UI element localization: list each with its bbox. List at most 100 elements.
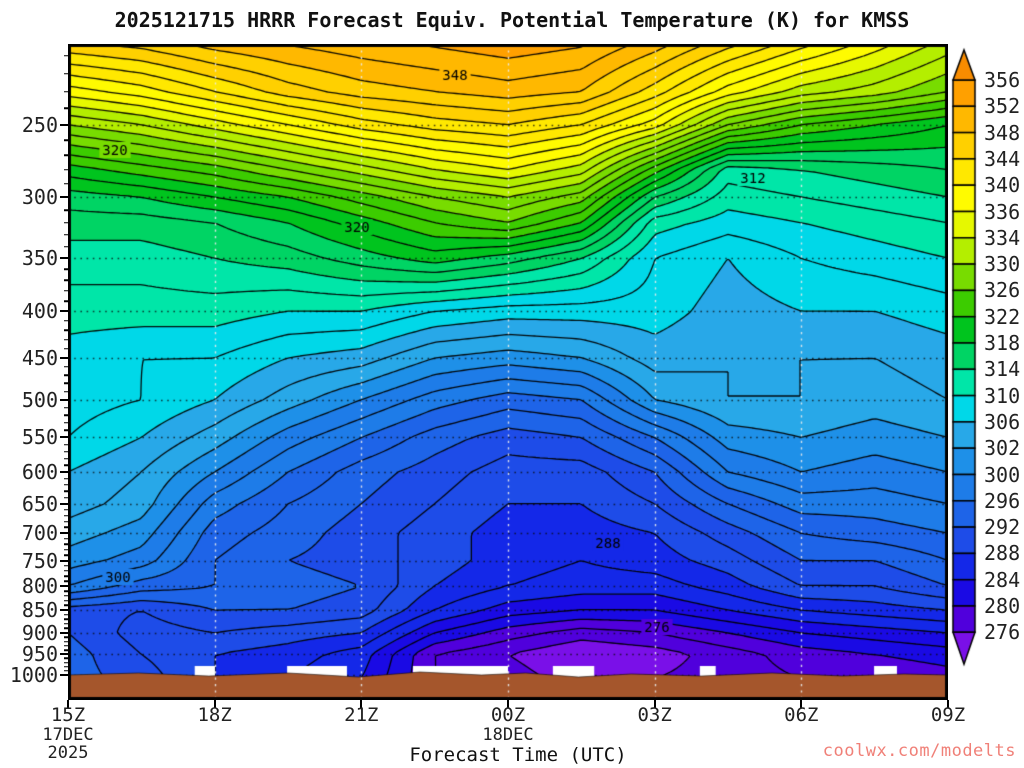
x-tick-label: 21Z bbox=[344, 704, 379, 726]
y-tick-mark bbox=[60, 631, 68, 634]
x-tick-sublabel: 17DEC bbox=[42, 725, 94, 745]
y-tick-mark bbox=[60, 356, 68, 359]
y-minor-tick bbox=[64, 422, 68, 424]
y-tick-label: 950 bbox=[21, 642, 58, 667]
colorbar-tick-label: 310 bbox=[984, 383, 1021, 408]
y-minor-tick bbox=[64, 365, 68, 368]
colorbar-tick-label: 288 bbox=[984, 541, 1021, 566]
y-tick-mark bbox=[60, 585, 68, 588]
y-minor-tick bbox=[64, 339, 68, 341]
y-tick-mark bbox=[60, 257, 68, 260]
x-tick-mark bbox=[653, 700, 656, 708]
y-minor-tick bbox=[64, 90, 68, 93]
y-tick-label: 400 bbox=[21, 299, 58, 324]
y-minor-tick bbox=[64, 554, 68, 556]
colorbar-tick-label: 326 bbox=[984, 278, 1021, 303]
colorbar-tick-label: 344 bbox=[984, 146, 1021, 171]
y-tick-label: 450 bbox=[21, 345, 58, 370]
y-minor-tick bbox=[64, 490, 68, 493]
x-tick-label: 09Z bbox=[930, 704, 966, 726]
y-tick-label: 700 bbox=[21, 521, 58, 546]
x-tick-sublabel: 18DEC bbox=[482, 725, 534, 745]
y-tick-mark bbox=[60, 559, 68, 562]
y-minor-tick bbox=[64, 450, 68, 453]
y-minor-tick bbox=[64, 443, 68, 446]
y-minor-tick bbox=[64, 604, 68, 607]
x-tick-mark bbox=[507, 700, 509, 708]
y-minor-tick bbox=[64, 320, 68, 322]
y-minor-tick bbox=[64, 390, 68, 393]
y-minor-tick bbox=[64, 382, 68, 385]
colorbar-tick-label: 334 bbox=[984, 225, 1021, 250]
colorbar-tick-label: 330 bbox=[984, 252, 1021, 277]
y-tick-label: 800 bbox=[21, 574, 58, 599]
y-minor-tick bbox=[64, 590, 68, 592]
y-minor-tick bbox=[64, 268, 68, 271]
y-tick-mark bbox=[60, 196, 68, 198]
y-minor-tick bbox=[64, 595, 68, 597]
y-minor-tick bbox=[64, 509, 68, 511]
y-tick-mark bbox=[60, 310, 68, 313]
y-tick-mark bbox=[60, 653, 68, 656]
y-minor-tick bbox=[64, 549, 68, 551]
colorbar-tick-label: 318 bbox=[984, 331, 1021, 355]
y-minor-tick bbox=[64, 496, 68, 499]
y-minor-tick bbox=[64, 209, 68, 211]
y-minor-tick bbox=[64, 406, 68, 409]
y-minor-tick bbox=[64, 329, 68, 332]
y-minor-tick bbox=[64, 580, 68, 582]
y-minor-tick bbox=[64, 54, 68, 57]
watermark-link[interactable]: coolwx.com/modelts bbox=[822, 741, 1016, 761]
x-tick-label: 18Z bbox=[197, 704, 232, 726]
y-minor-tick bbox=[64, 520, 68, 523]
x-tick-label: 15Z 17DEC 2025 bbox=[23, 704, 113, 762]
y-minor-tick bbox=[64, 627, 68, 630]
y-tick-mark bbox=[60, 123, 68, 126]
y-minor-tick bbox=[64, 575, 68, 577]
y-tick-mark bbox=[60, 502, 68, 505]
y-minor-tick bbox=[64, 640, 68, 643]
colorbar-tick-label: 284 bbox=[984, 567, 1021, 592]
y-tick-mark bbox=[60, 470, 68, 473]
colorbar-tick-label: 300 bbox=[984, 462, 1021, 487]
y-minor-tick bbox=[64, 570, 68, 572]
y-minor-tick bbox=[64, 526, 68, 529]
colorbar-tick-label: 352 bbox=[984, 94, 1021, 119]
y-tick-label: 600 bbox=[21, 459, 58, 484]
y-tick-label: 300 bbox=[21, 185, 58, 209]
y-minor-tick bbox=[64, 457, 68, 460]
colorbar-tick-label: 336 bbox=[984, 199, 1021, 224]
y-minor-tick bbox=[64, 618, 68, 621]
y-tick-mark bbox=[60, 436, 68, 439]
y-minor-tick bbox=[64, 614, 68, 616]
y-minor-tick bbox=[64, 645, 68, 647]
y-minor-tick bbox=[64, 107, 68, 110]
y-tick-label: 650 bbox=[21, 491, 58, 516]
y-tick-label: 750 bbox=[21, 548, 58, 573]
y-minor-tick bbox=[64, 245, 68, 248]
y-minor-tick bbox=[64, 538, 68, 540]
colorbar-tick-label: 314 bbox=[984, 357, 1021, 382]
y-tick-label: 350 bbox=[21, 246, 58, 271]
y-minor-tick bbox=[64, 154, 68, 156]
y-minor-tick bbox=[64, 300, 68, 302]
y-minor-tick bbox=[64, 464, 68, 467]
colorbar-tick-label: 296 bbox=[984, 488, 1021, 513]
y-minor-tick bbox=[64, 565, 68, 567]
colorbar-canvas bbox=[950, 40, 1024, 700]
y-minor-tick bbox=[64, 139, 68, 141]
page-title: 2025121715 HRRR Forecast Equiv. Potentia… bbox=[114, 8, 910, 32]
y-minor-tick bbox=[64, 414, 68, 416]
y-minor-tick bbox=[64, 348, 68, 350]
colorbar-tick-label: 276 bbox=[984, 620, 1021, 645]
colorbar-tick-label: 356 bbox=[984, 68, 1021, 92]
y-tick-label: 900 bbox=[21, 620, 58, 645]
y-tick-label: 250 bbox=[21, 112, 58, 137]
y-tick-label: 500 bbox=[21, 387, 58, 412]
x-tick-label: 00Z 18DEC bbox=[463, 704, 553, 744]
colorbar-tick-label: 322 bbox=[984, 304, 1021, 329]
colorbar-tick-label: 340 bbox=[984, 173, 1021, 198]
x-tick-mark bbox=[947, 700, 949, 708]
y-tick-mark bbox=[60, 398, 68, 401]
y-minor-tick bbox=[64, 484, 68, 486]
